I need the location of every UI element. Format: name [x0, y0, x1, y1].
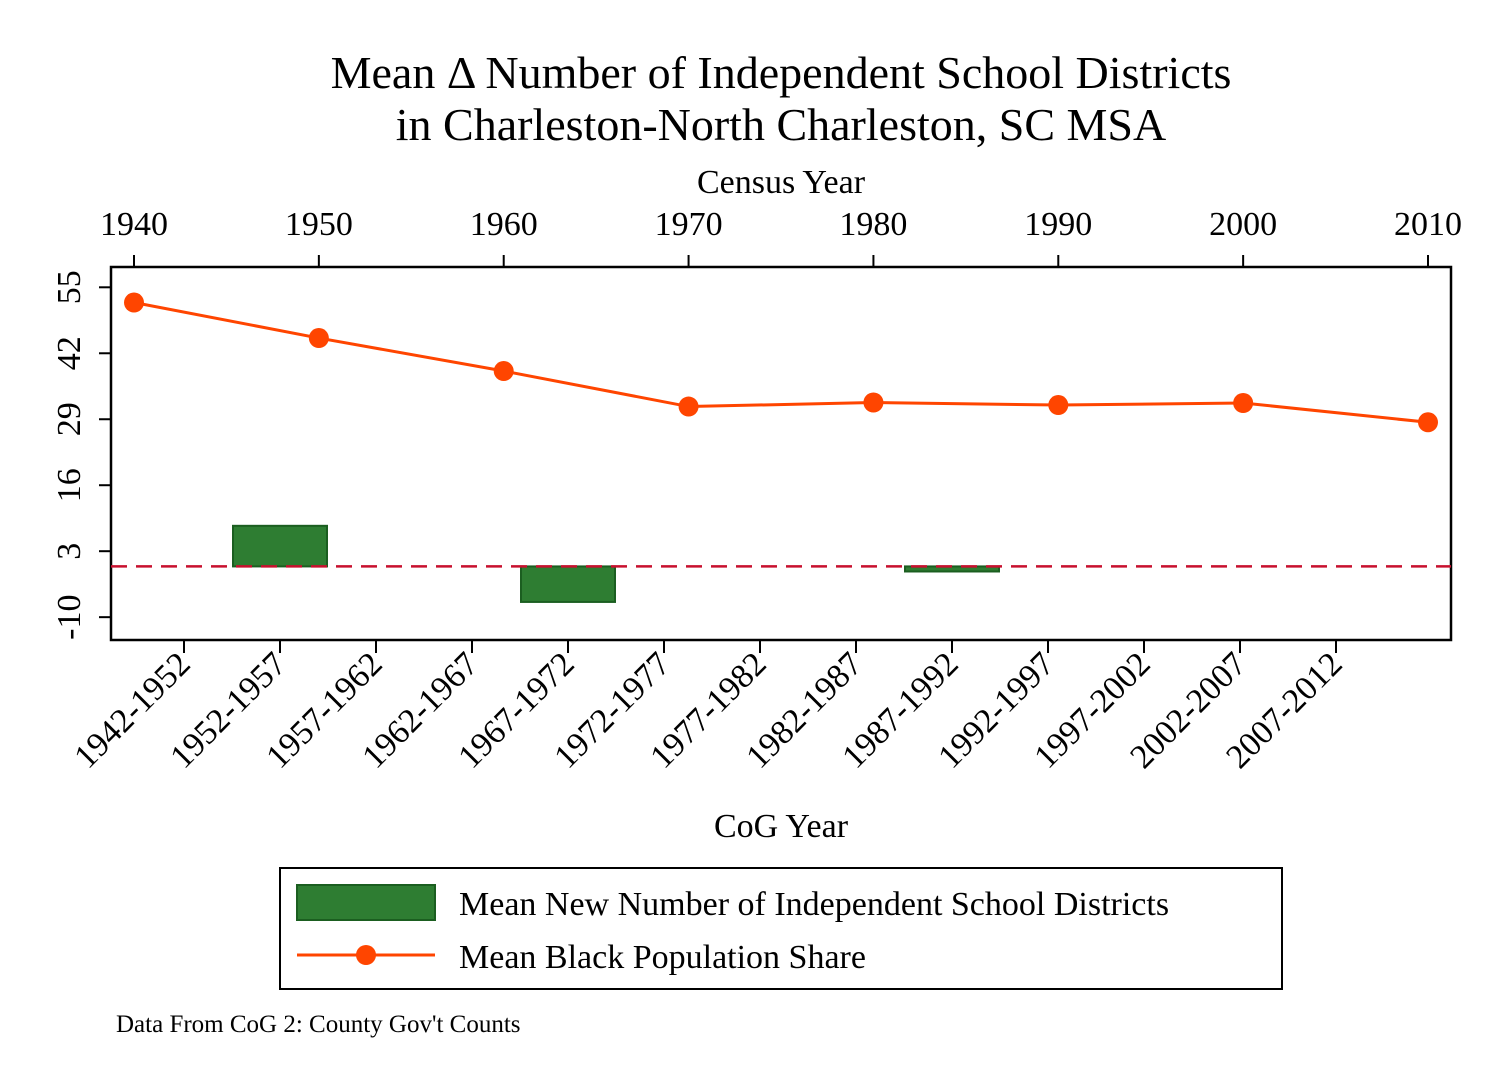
line-series	[124, 292, 1438, 433]
bottom-axis-ticks: 1942-19521952-19571957-19621962-19671967…	[67, 640, 1350, 776]
top-tick-label: 1940	[100, 206, 168, 243]
point-1960	[493, 361, 514, 382]
legend-label-bars: Mean New Number of Independent School Di…	[459, 886, 1169, 923]
legend-marker	[356, 945, 376, 965]
legend-label-line: Mean Black Population Share	[459, 939, 866, 976]
black-share-line	[133, 301, 1429, 424]
y-axis-ticks: 55 42 29 16 3 -10	[51, 270, 111, 640]
y-tick-label: 55	[51, 270, 88, 304]
bar-1967-1972	[520, 565, 616, 603]
point-1950	[308, 328, 329, 349]
bar-1952-1957	[232, 524, 328, 568]
top-tick-label: 1970	[655, 206, 723, 243]
top-tick-label: 2010	[1394, 206, 1462, 243]
point-1980	[863, 392, 884, 413]
legend: Mean New Number of Independent School Di…	[279, 867, 1283, 990]
top-tick-label: 1950	[285, 206, 353, 243]
bottom-axis-title: CoG Year	[714, 808, 849, 845]
source-note: Data From CoG 2: County Gov't Counts	[116, 1011, 521, 1038]
top-tick-label: 2000	[1209, 206, 1277, 243]
top-axis-title: Census Year	[697, 164, 866, 201]
point-2010	[1418, 412, 1438, 433]
top-axis-ticks: 1940 1950 1960 1970 1980 1990 2000 2010	[100, 206, 1462, 267]
chart-title-line-2: in Charleston-North Charleston, SC MSA	[396, 99, 1166, 150]
point-2000	[1233, 393, 1254, 414]
y-tick-label: 16	[51, 468, 88, 502]
y-tick-label: -10	[51, 594, 88, 639]
y-tick-label: 42	[51, 336, 88, 370]
y-tick-label: 3	[51, 543, 88, 560]
top-tick-label: 1980	[839, 206, 907, 243]
plot-frame	[109, 265, 1453, 642]
y-tick-label: 29	[51, 402, 88, 436]
top-tick-label: 1990	[1024, 206, 1092, 243]
chart-title-line-1: Mean Δ Number of Independent School Dist…	[331, 47, 1232, 98]
bar-series	[232, 524, 1000, 603]
point-1940	[124, 292, 144, 313]
legend-box	[279, 867, 1283, 990]
legend-bar-swatch	[296, 884, 436, 921]
top-tick-label: 1960	[470, 206, 538, 243]
point-1970	[678, 396, 699, 417]
point-1990	[1048, 395, 1069, 416]
